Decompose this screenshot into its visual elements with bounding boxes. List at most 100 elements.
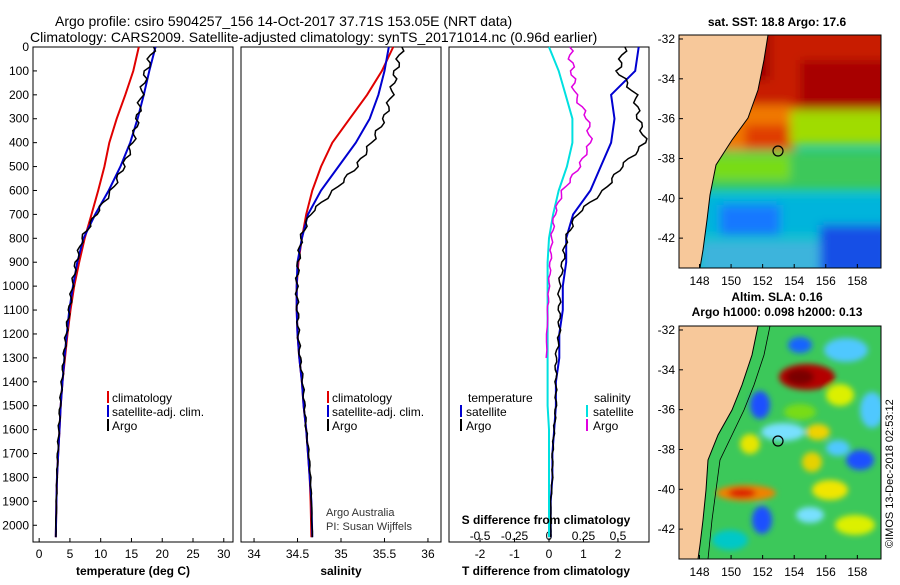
y-tick-label: 1200: [2, 327, 29, 341]
y-tick-label: 1700: [2, 447, 29, 461]
y-tick-label: 1600: [2, 423, 29, 437]
difference-plot: -2 -1 0 1 2-0.5 -0.25 0 0.25 0.5: [470, 46, 648, 561]
series-s-argo: [545, 46, 594, 358]
y-tick-label: 300: [9, 112, 29, 126]
map-y-tick-label: -40: [658, 191, 676, 205]
series-climatology: [54, 46, 140, 538]
map-x-tick-label: 158: [847, 565, 867, 579]
t-difference-xlabel: T difference from climatology: [462, 564, 630, 578]
x2-tick-label: 0.5: [610, 529, 627, 543]
map-y-tick-label: -34: [658, 363, 676, 377]
sla-land: [679, 326, 759, 559]
legend-swatch-s-satellite: [586, 405, 588, 417]
y-tick-label: 1400: [2, 375, 29, 389]
map-y-tick-label: -42: [658, 231, 676, 245]
map-x-tick-label: 152: [753, 565, 773, 579]
x-tick-label: 20: [156, 547, 170, 561]
x-tick-label: 35.5: [373, 547, 397, 561]
y-tick-label: 700: [9, 207, 29, 221]
x-tick-label: 0: [546, 547, 553, 561]
series-t-argo: [549, 46, 648, 538]
x-tick-label: -2: [475, 547, 486, 561]
x-tick-label: 34.5: [286, 547, 310, 561]
series-argo: [55, 46, 157, 538]
y-tick-label: 1900: [2, 494, 29, 508]
x2-tick-label: -0.25: [501, 529, 529, 543]
map-x-tick-label: 154: [784, 565, 804, 579]
map-y-tick-label: -32: [658, 323, 676, 337]
series-climatology: [295, 46, 395, 538]
map-y-tick-label: -40: [658, 482, 676, 496]
legend-swatch-s-argo: [586, 419, 588, 431]
map-x-tick-label: 156: [816, 274, 836, 288]
legend-swatch-satellite: [327, 405, 329, 417]
legend-label-s-satellite: satellite: [593, 405, 634, 419]
temperature-legend: climatology satellite-adj. clim. Argo: [107, 391, 204, 433]
x-tick-label: 15: [125, 547, 139, 561]
series-argo: [294, 46, 405, 538]
legend-label-climatology: climatology: [332, 391, 392, 405]
y-tick-label: 100: [9, 64, 29, 78]
x-tick-label: 25: [186, 547, 200, 561]
map-y-tick-label: -36: [658, 112, 676, 126]
legend-label-argo: Argo: [112, 419, 138, 433]
x-tick-label: -1: [509, 547, 520, 561]
sla-map-title: Altim. SLA: 0.16: [731, 290, 823, 304]
sst-map-title: sat. SST: 18.8 Argo: 17.6: [708, 15, 847, 29]
salinity-xlabel: salinity: [320, 564, 362, 578]
x-tick-label: 0: [36, 547, 43, 561]
x-tick-label: 30: [217, 547, 231, 561]
x-tick-label: 5: [67, 547, 74, 561]
legend-label-t-argo: Argo: [466, 419, 492, 433]
map-y-tick-label: -34: [658, 72, 676, 86]
map-x-tick-label: 154: [784, 274, 804, 288]
legend-label-t-satellite: satellite: [466, 405, 507, 419]
legend-swatch-climatology: [107, 391, 109, 403]
map-x-tick-label: 156: [816, 565, 836, 579]
map-y-tick-label: -36: [658, 403, 676, 417]
x-tick-label: 35: [334, 547, 348, 561]
temperature-plot: 0 5 10 15 20 25 30: [36, 46, 231, 561]
legend-header-temperature: temperature: [468, 391, 533, 405]
credit-line-2: PI: Susan Wijffels: [326, 521, 412, 533]
x-tick-label: 2: [615, 547, 622, 561]
legend-label-s-argo: Argo: [593, 419, 619, 433]
series-s-satellite: [546, 46, 574, 538]
sla-map: [679, 326, 881, 559]
y-tick-label: 1800: [2, 470, 29, 484]
sst-map-axes: 148 150 152 154 156 158 -32 -34 -36 -38 -40 -42: [658, 32, 868, 288]
s-difference-xlabel: S difference from climatology: [462, 513, 631, 527]
legend-header-salinity: salinity: [594, 391, 631, 405]
map-x-tick-label: 158: [847, 274, 867, 288]
map-y-tick-label: -38: [658, 151, 676, 165]
map-x-tick-label: 148: [690, 565, 710, 579]
y-tick-label: 600: [9, 183, 29, 197]
x-tick-label: 34: [247, 547, 261, 561]
map-y-tick-label: -38: [658, 442, 676, 456]
y-tick-label: 400: [9, 136, 29, 150]
map-x-tick-label: 152: [753, 274, 773, 288]
map-y-tick-label: -42: [658, 522, 676, 536]
salinity-plot: 34 34.5 35 35.5 36: [247, 46, 435, 561]
temperature-xlabel: temperature (deg C): [76, 564, 190, 578]
title-line-2: Climatology: CARS2009. Satellite-adjuste…: [30, 29, 597, 45]
x2-tick-label: -0.5: [470, 529, 491, 543]
y-tick-label: 2000: [2, 518, 29, 532]
y-tick-label: 1000: [2, 279, 29, 293]
y-tick-label: 1300: [2, 351, 29, 365]
x-tick-label: 10: [94, 547, 108, 561]
legend-swatch-argo: [107, 419, 109, 431]
x2-tick-label: 0.25: [572, 529, 596, 543]
map-y-tick-label: -32: [658, 32, 676, 46]
sst-land: [679, 35, 769, 268]
salinity-panel-frame: [240, 46, 442, 543]
x-tick-label: 36: [421, 547, 435, 561]
y-tick-label: 800: [9, 231, 29, 245]
legend-swatch-argo: [327, 419, 329, 431]
title-line-1: Argo profile: csiro 5904257_156 14-Oct-2…: [55, 13, 512, 29]
salinity-legend: climatology satellite-adj. clim. Argo Ar…: [326, 391, 424, 533]
y-tick-label: 900: [9, 255, 29, 269]
credit-line-1: Argo Australia: [326, 507, 395, 519]
sla-map-subtitle: Argo h1000: 0.098 h2000: 0.13: [692, 305, 863, 319]
